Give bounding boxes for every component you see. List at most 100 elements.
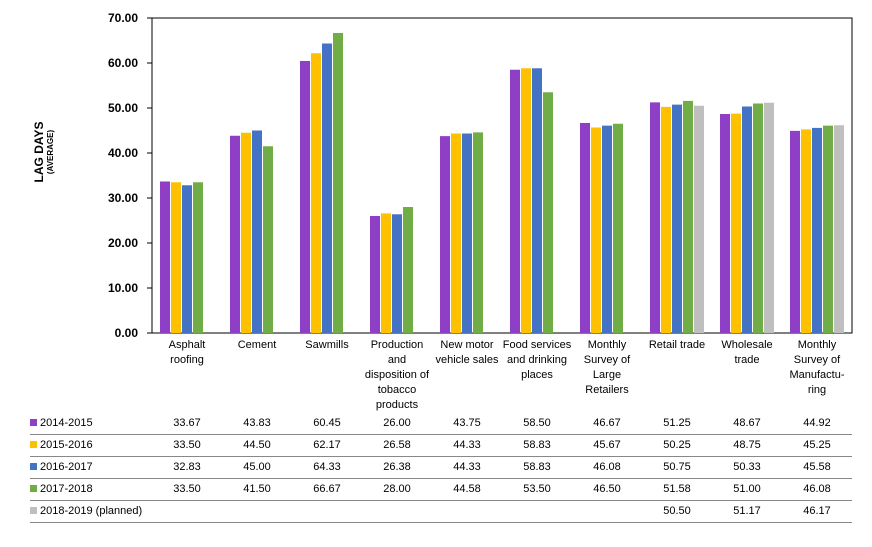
table-cell: 45.00 [243,461,271,473]
y-tick-label: 60.00 [108,56,138,70]
x-category-label: Cement [237,339,277,351]
x-category-label: Food services and drinking places [502,339,572,381]
table-cell: 46.08 [593,461,621,473]
bar-2016-2017-6 [602,125,612,333]
table-cell: 50.25 [663,439,691,451]
table-cell: 46.08 [803,483,831,495]
bar-2018-2019-9 [834,125,844,333]
bar-2017-2018-0 [193,182,203,333]
table-cell: 33.50 [173,439,201,451]
table-cell: 44.92 [803,417,831,429]
x-category-label: Sawmills [305,339,349,351]
y-tick-label: 30.00 [108,191,138,205]
table-row: 2014-2015 33.67 43.83 60.45 26.00 43.75 58.50 4… [30,413,852,435]
bar-2018-2019-7 [694,105,704,333]
legend-label: 2016-2017 [40,461,93,473]
bar-2014-2015-9 [790,130,800,333]
y-axis-label: LAG DAYS (AVERAGE) [32,77,57,227]
bar-2016-2017-0 [182,185,192,333]
table-row: 2015-2016 33.50 44.50 62.17 26.58 44.33 58.83 4… [30,435,852,457]
table-cell: 44.58 [453,483,481,495]
bar-2015-2016-2 [311,53,321,334]
table-cell: 48.67 [733,417,761,429]
bar-2017-2018-7 [683,100,693,333]
bar-2014-2015-5 [510,69,520,333]
bar-2017-2018-4 [473,132,483,333]
bar-2015-2016-4 [451,133,461,333]
table-cell: 50.33 [733,461,761,473]
bar-2017-2018-5 [543,92,553,333]
legend-swatch [30,463,37,470]
table-cell: 62.17 [313,439,341,451]
table-cell: 46.17 [803,505,831,517]
x-category-label: Asphalt roofing [168,339,206,366]
x-category-label: Retail trade [648,339,706,351]
bar-2015-2016-9 [801,129,811,333]
table-cell: 44.50 [243,439,271,451]
table-cell: 51.25 [663,417,691,429]
table-cell: 44.33 [453,439,481,451]
y-tick-label: 70.00 [108,11,138,25]
table-cell: 43.75 [453,417,481,429]
table-cell: 45.58 [803,461,831,473]
bar-2017-2018-6 [613,123,623,333]
table-cell: 64.33 [313,461,341,473]
table-cell: 51.17 [733,505,761,517]
y-axis-subtitle: (AVERAGE) [46,129,55,175]
bar-2016-2017-5 [532,68,542,333]
legend-label: 2014-2015 [40,417,93,429]
x-category-label: Production and disposition of tobacco pr… [364,339,430,411]
bar-2016-2017-8 [742,106,752,333]
table-cell: 53.50 [523,483,551,495]
bar-2016-2017-3 [392,214,402,333]
bar-2016-2017-1 [252,130,262,333]
table-cell: 46.67 [593,417,621,429]
table-cell: 45.25 [803,439,831,451]
legend-label: 2015-2016 [40,439,93,451]
table-cell: 58.83 [523,439,551,451]
x-category-label: Monthly Survey of Large Retailers [583,339,631,396]
legend-entry: 2017-2018 [30,483,93,495]
bar-2014-2015-1 [230,135,240,333]
bar-2015-2016-6 [591,127,601,333]
bar-2017-2018-1 [263,146,273,333]
bar-2014-2015-7 [650,102,660,333]
bar-2015-2016-3 [381,213,391,333]
legend-swatch [30,507,37,514]
legend-entry: 2014-2015 [30,417,93,429]
bar-2014-2015-6 [580,122,590,333]
legend-swatch [30,419,37,426]
bar-2014-2015-2 [300,60,310,333]
x-category-label: Wholesale trade [721,339,773,366]
table-cell: 26.58 [383,439,411,451]
table-cell: 33.50 [173,483,201,495]
bar-2016-2017-9 [812,127,822,333]
bar-2014-2015-4 [440,136,450,333]
y-tick-label: 50.00 [108,101,138,115]
table-cell: 58.50 [523,417,551,429]
table-cell: 41.50 [243,483,271,495]
table-cell: 50.75 [663,461,691,473]
table-cell: 51.58 [663,483,691,495]
legend-entry: 2018-2019 (planned) [30,505,142,517]
bar-2017-2018-9 [823,125,833,333]
bar-2016-2017-2 [322,43,332,333]
legend-entry: 2015-2016 [30,439,93,451]
table-cell: 48.75 [733,439,761,451]
table-cell: 58.83 [523,461,551,473]
table-cell: 43.83 [243,417,271,429]
bar-2017-2018-8 [753,103,763,333]
table-row: 2018-2019 (planned) 50.50 51.17 46.17 [30,501,852,523]
legend-entry: 2016-2017 [30,461,93,473]
bar-2016-2017-7 [672,104,682,333]
table-cell: 60.45 [313,417,341,429]
bar-2014-2015-8 [720,113,730,333]
bar-2015-2016-5 [521,68,531,333]
table-row: 2016-2017 32.83 45.00 64.33 26.38 44.33 58.83 4… [30,457,852,479]
table-cell: 28.00 [383,483,411,495]
y-axis-title: LAG DAYS [32,121,46,183]
plot-frame [151,17,853,334]
table-cell: 45.67 [593,439,621,451]
